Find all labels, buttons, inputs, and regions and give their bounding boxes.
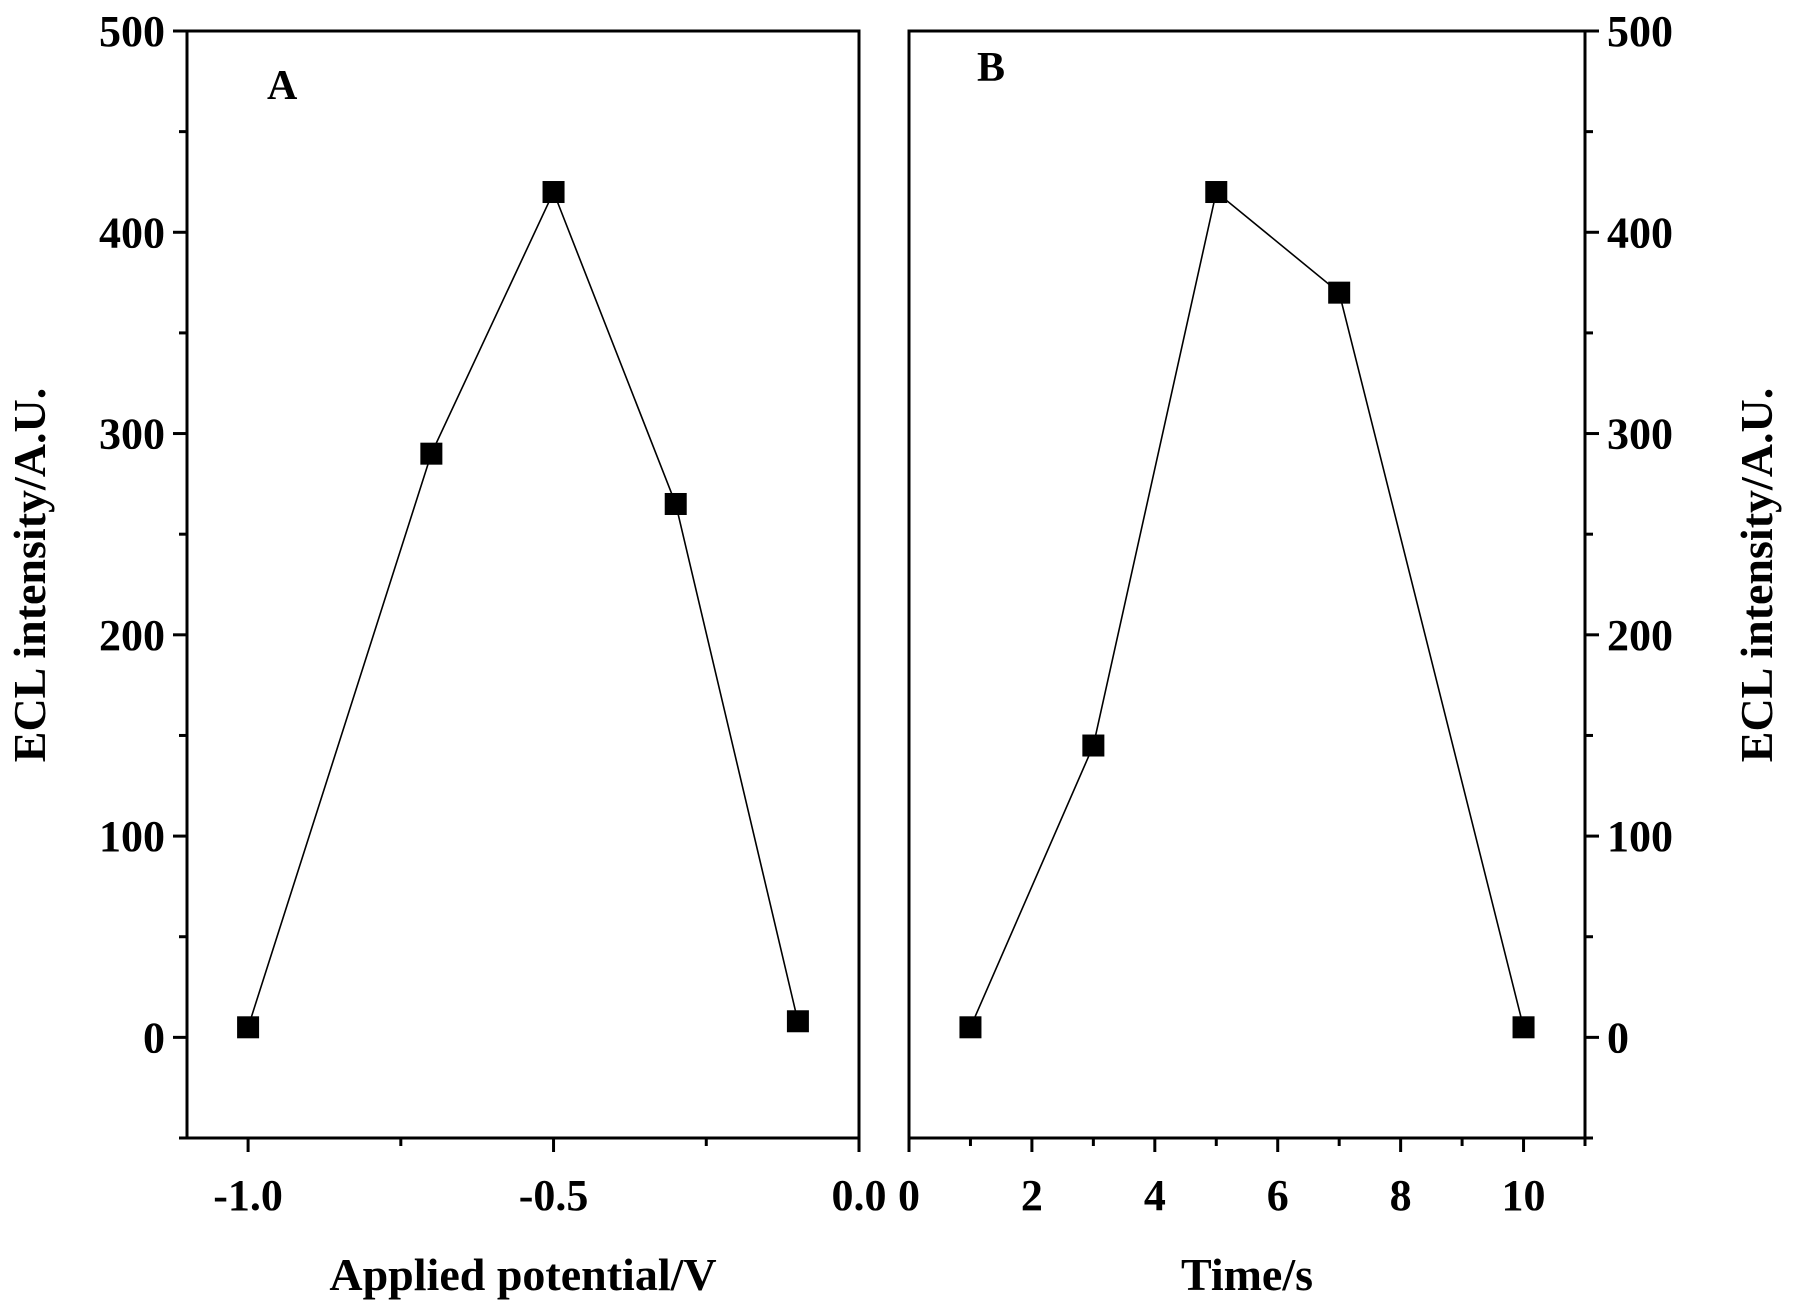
panel-b-y-tick-label: 300	[1607, 410, 1673, 459]
panel-b-y-tick-label: 400	[1607, 208, 1673, 257]
panel-a-chart: -1.0 -0.5 0.0 0 100 200 300 400 500 A Applied p…	[4, 7, 887, 1300]
panel-a-x-tick-label: -0.5	[519, 1171, 589, 1220]
panel-a-data-point	[542, 181, 565, 204]
panel-a-data-point	[420, 442, 443, 465]
panel-a-y-axis-title: ECL intensity/A.U.	[4, 388, 55, 762]
panel-b-y-axis-title: ECL intensity/A.U.	[1731, 388, 1782, 762]
panel-a-x-ticks: -1.0 -0.5 0.0	[213, 1138, 887, 1220]
panel-a-data-point	[664, 492, 687, 515]
panel-a-plot-frame	[185, 29, 861, 1140]
panel-b-x-tick-label: 4	[1144, 1171, 1166, 1220]
panel-a-y-tick-label: 0	[143, 1013, 165, 1062]
panel-a-y-tick-label: 400	[99, 208, 165, 257]
panel-a-x-tick-label: 0.0	[832, 1171, 887, 1220]
panel-a-label: A	[267, 63, 298, 109]
panel-a-y-tick-label: 100	[99, 812, 165, 861]
panel-a-y-tick-label: 500	[99, 7, 165, 56]
panel-b-x-ticks: 0 2 4 6 8 10	[898, 1138, 1587, 1220]
panel-b-chart: 0 2 4 6 8 10 0 100 200 300 400 500 B Time/s ECL in…	[898, 7, 1782, 1300]
panel-b-label: B	[977, 45, 1005, 91]
panel-a-y-ticks: 0 100 200 300 400 500	[99, 7, 187, 1140]
panel-b-data-point	[1082, 734, 1105, 757]
panel-b-data-point	[1328, 281, 1351, 304]
panel-b-data-point	[959, 1016, 982, 1039]
panel-b-y-tick-label: 0	[1607, 1013, 1629, 1062]
panel-b-y-ticks: 0 100 200 300 400 500	[1585, 7, 1673, 1140]
panel-b-x-tick-label: 2	[1021, 1171, 1043, 1220]
panel-a-x-tick-label: -1.0	[213, 1171, 283, 1220]
panel-b-data-point	[1512, 1016, 1535, 1039]
panel-b-x-tick-label: 0	[898, 1171, 920, 1220]
panel-b-y-tick-label: 100	[1607, 812, 1673, 861]
panel-a-y-tick-label: 300	[99, 410, 165, 459]
panel-a-data-point	[786, 1010, 809, 1033]
panel-a-x-axis-title: Applied potential/V	[329, 1249, 716, 1300]
panel-b-data-point	[1205, 181, 1228, 204]
panel-b-x-tick-label: 10	[1502, 1171, 1546, 1220]
panel-b-x-tick-label: 6	[1267, 1171, 1289, 1220]
panel-a-y-tick-label: 200	[99, 611, 165, 660]
panel-b-y-tick-label: 200	[1607, 611, 1673, 660]
panel-a-series-line	[247, 189, 799, 1028]
panel-b-y-tick-label: 500	[1607, 7, 1673, 56]
panel-b-x-axis-title: Time/s	[1181, 1249, 1313, 1300]
panel-a-data-point	[237, 1016, 260, 1039]
panel-b-series	[959, 181, 1535, 1039]
panel-b-series-line	[969, 190, 1525, 1028]
panel-a-series	[237, 181, 809, 1039]
panel-b-x-tick-label: 8	[1390, 1171, 1412, 1220]
panel-b-plot-frame	[907, 29, 1587, 1140]
